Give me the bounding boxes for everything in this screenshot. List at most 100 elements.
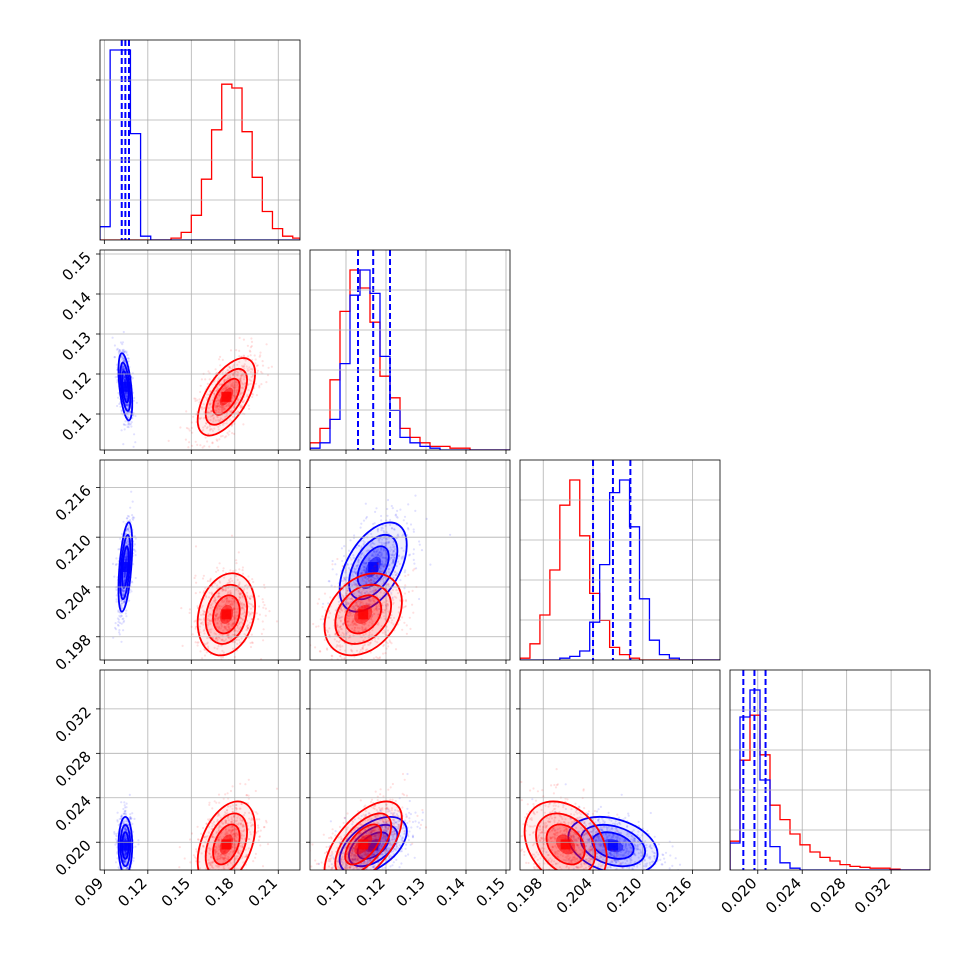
sample-point [225, 598, 228, 601]
sample-point [131, 500, 134, 503]
sample-point [380, 577, 383, 581]
sample-point [236, 607, 239, 611]
sample-point [118, 867, 121, 870]
sample-point [232, 394, 235, 397]
sample-point [233, 621, 236, 624]
sample-point [378, 537, 381, 540]
sample-point [258, 384, 261, 387]
sample-point [229, 580, 232, 583]
sample-point [230, 591, 233, 595]
sample-point [223, 385, 226, 388]
sample-point [374, 590, 377, 593]
sample-point [373, 550, 376, 553]
sample-point [203, 610, 206, 613]
sample-point [412, 569, 415, 572]
sample-point [375, 574, 378, 577]
sample-point [369, 599, 372, 602]
sample-point [208, 403, 211, 406]
sample-point [123, 810, 126, 813]
sample-point [376, 553, 379, 557]
sample-point [375, 608, 378, 611]
sample-point [248, 621, 252, 624]
sample-point [392, 598, 395, 602]
sample-point [130, 425, 133, 428]
sample-point [198, 398, 201, 401]
sample-point [209, 427, 212, 431]
sample-point [219, 417, 222, 420]
sample-point [403, 605, 406, 608]
sample-point [348, 611, 351, 614]
sample-point [378, 656, 382, 659]
sample-point [228, 365, 231, 368]
sample-point [389, 546, 392, 549]
sample-point [123, 860, 126, 863]
sample-point [379, 596, 382, 599]
sample-point [124, 874, 126, 876]
sample-point [131, 872, 133, 874]
sample-point [356, 563, 360, 566]
sample-point [374, 565, 377, 568]
sample-point [362, 539, 365, 542]
sample-point [386, 642, 389, 645]
sample-point [211, 429, 214, 432]
sample-point [233, 386, 236, 389]
sample-point [217, 616, 220, 619]
sample-point [123, 367, 126, 370]
sample-point [242, 607, 245, 610]
sample-point [117, 351, 120, 354]
sample-point [215, 614, 218, 617]
sample-point [218, 595, 221, 598]
sample-point [221, 639, 224, 642]
sample-point [233, 601, 236, 604]
sample-point [372, 549, 375, 553]
sample-point [210, 619, 213, 622]
sample-point [124, 826, 127, 829]
sample-point [126, 528, 129, 531]
sample-point [227, 590, 230, 593]
sample-point [220, 656, 223, 659]
sample-point [115, 598, 118, 601]
sample-point [403, 571, 406, 574]
sample-point [247, 355, 250, 358]
panel-frame [309, 249, 511, 451]
sample-point [335, 671, 337, 673]
sample-point [118, 402, 121, 406]
sample-point [229, 385, 233, 388]
sample-point [347, 602, 350, 605]
sample-point [368, 598, 371, 601]
y-tick-label: 0.216 [52, 481, 95, 524]
sample-point [209, 578, 212, 582]
sample-point [233, 617, 236, 620]
sample-point [234, 370, 237, 373]
sample-point [237, 589, 240, 593]
sample-point [213, 618, 216, 621]
sample-point [322, 663, 324, 665]
sample-point [124, 828, 127, 831]
sample-point [122, 330, 125, 334]
sample-point [396, 516, 399, 519]
sample-point [241, 603, 244, 606]
sample-point [242, 387, 245, 390]
sample-point [121, 364, 124, 368]
sample-point [128, 519, 132, 522]
panel-frame [519, 459, 721, 661]
sample-point [381, 578, 384, 581]
sample-point [246, 587, 249, 590]
sample-point [357, 560, 360, 563]
sample-point [375, 550, 378, 553]
sample-point [248, 366, 251, 369]
sample-point [381, 569, 384, 573]
sample-point [236, 624, 239, 627]
sample-point [327, 616, 330, 619]
sample-point [251, 375, 254, 378]
sample-point [394, 574, 397, 577]
sample-point [364, 580, 367, 584]
sample-point [127, 426, 130, 429]
sample-point [123, 423, 126, 426]
sample-point [404, 569, 407, 572]
sample-point [222, 569, 225, 572]
sample-point [392, 576, 395, 580]
sample-point [240, 386, 243, 390]
sample-point [212, 416, 215, 419]
